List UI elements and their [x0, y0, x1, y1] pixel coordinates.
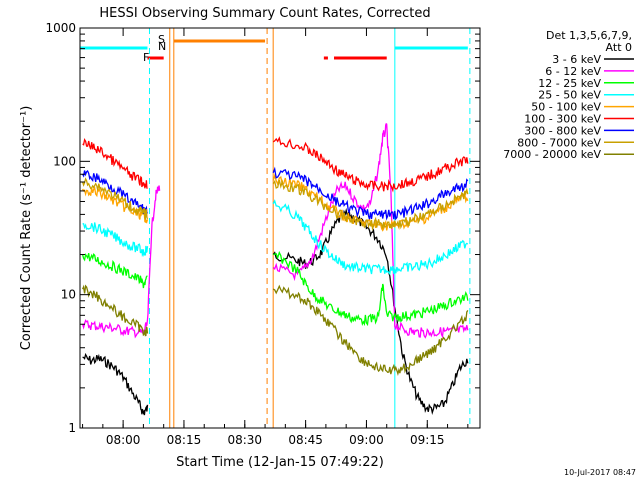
footer-date: 10-Jul-2017 08:47 — [564, 468, 636, 477]
plot-frame — [79, 27, 481, 429]
plot-area: SNF — [79, 28, 471, 428]
series-line-3-6kev — [82, 207, 469, 416]
legend-label-7000-20000kev: 7000 - 20000 keV — [503, 148, 601, 161]
legend-label-25-50kev: 25 - 50 keV — [538, 89, 601, 102]
x-tick-label-0830: 08:30 — [227, 433, 262, 447]
series-line-800-7000kev — [81, 177, 469, 231]
series-line-6-12kev — [81, 122, 469, 339]
flag-label-s: S — [158, 33, 165, 46]
x-tick-label-0915: 09:15 — [410, 433, 445, 447]
legend-header-line-1: Det 1,3,5,6,7,9, — [546, 29, 632, 42]
legend-label-6-12kev: 6 - 12 keV — [545, 65, 601, 78]
y-axis: 1 10 100 1000 — [45, 21, 480, 435]
chart-title: HESSI Observing Summary Count Rates, Cor… — [99, 6, 430, 21]
x-tick-label-0845: 08:45 — [288, 433, 323, 447]
y-tick-label-10: 10 — [61, 288, 76, 302]
y-tick-label-1000: 1000 — [45, 21, 76, 35]
legend-label-100-300kev: 100 - 300 keV — [524, 113, 601, 126]
series-line-12-25kev — [81, 250, 469, 327]
x-tick-label-0900: 09:00 — [349, 433, 384, 447]
y-tick-label-1: 1 — [68, 421, 76, 435]
series-line-25-50kev — [82, 199, 469, 276]
y-tick-label-100: 100 — [53, 154, 76, 168]
x-tick-label-0815: 08:15 — [167, 433, 202, 447]
x-tick-label-0800: 08:00 — [106, 433, 141, 447]
flag-label-f: F — [143, 51, 149, 64]
series-line-300-800kev — [82, 166, 469, 221]
legend-label-3-6kev: 3 - 6 keV — [552, 53, 601, 66]
x-axis: 08:00 08:15 08:30 08:45 09:00 09:15 — [82, 28, 469, 447]
series-line-7000-20000kev — [82, 284, 469, 376]
legend-label-300-800kev: 300 - 800 keV — [524, 124, 601, 137]
x-axis-label: Start Time (12-Jan-15 07:49:22) — [176, 455, 384, 470]
series-line-100-300kev — [82, 136, 469, 193]
legend-label-12-25kev: 12 - 25 keV — [538, 77, 601, 90]
y-axis-label: Corrected Count Rate (s⁻¹ detector⁻¹) — [19, 106, 34, 351]
flag-label-n: N — [158, 40, 166, 53]
legend-header-line-2: Att 0 — [606, 41, 632, 54]
legend-label-50-100kev: 50 - 100 keV — [531, 101, 601, 114]
legend-label-800-7000kev: 800 - 7000 keV — [517, 136, 601, 149]
